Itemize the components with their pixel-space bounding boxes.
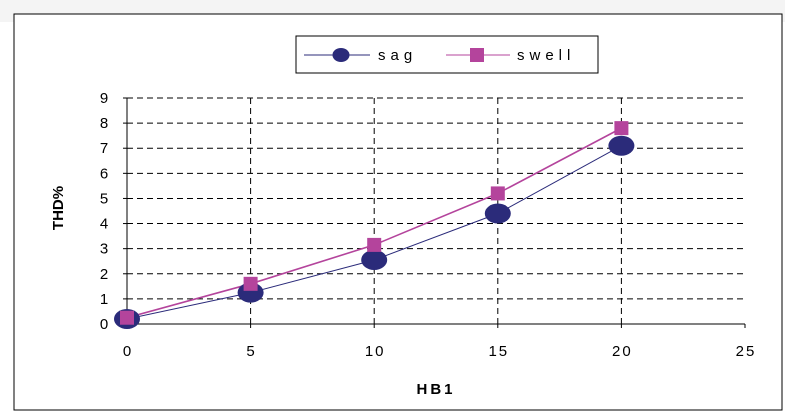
legend-sag-label: sag [378, 47, 417, 64]
y-tick-label: 9 [100, 90, 110, 107]
series-layer [114, 121, 635, 329]
legend-swell-marker [470, 48, 484, 62]
data-point-swell [367, 237, 382, 252]
data-point-swell [243, 276, 258, 291]
data-point-swell [490, 186, 505, 201]
x-tick-label: 15 [488, 343, 509, 360]
data-point-sag [484, 203, 511, 224]
x-tick-label: 25 [736, 343, 757, 360]
data-point-swell [120, 310, 134, 325]
y-tick-label: 8 [100, 115, 110, 132]
x-tick-label: 10 [365, 343, 386, 360]
data-point-swell [614, 121, 629, 136]
x-tick-label: 5 [246, 343, 256, 360]
legend-swell-label: swell [517, 47, 575, 64]
y-tick-label: 7 [100, 140, 110, 157]
axes: 0 1 2 3 4 5 6 7 8 9 0 5 10 15 20 25 [100, 90, 757, 360]
x-tick-label: 20 [612, 343, 633, 360]
y-tick-label: 6 [100, 165, 110, 182]
data-point-sag [361, 249, 388, 270]
x-axis-title: HB1 [416, 381, 455, 398]
y-axis-title: THD% [50, 186, 67, 230]
y-tick-label: 0 [100, 316, 110, 333]
y-tick-label: 1 [100, 291, 110, 308]
x-tick-label: 0 [123, 343, 133, 360]
y-tick-label: 5 [100, 190, 110, 207]
legend: sag swell [295, 35, 599, 74]
data-point-sag [608, 135, 635, 156]
y-tick-label: 3 [100, 241, 110, 258]
legend-sag-marker [332, 48, 350, 62]
y-tick-label: 2 [100, 266, 110, 283]
y-tick-label: 4 [100, 216, 110, 233]
chart-border [13, 13, 783, 411]
